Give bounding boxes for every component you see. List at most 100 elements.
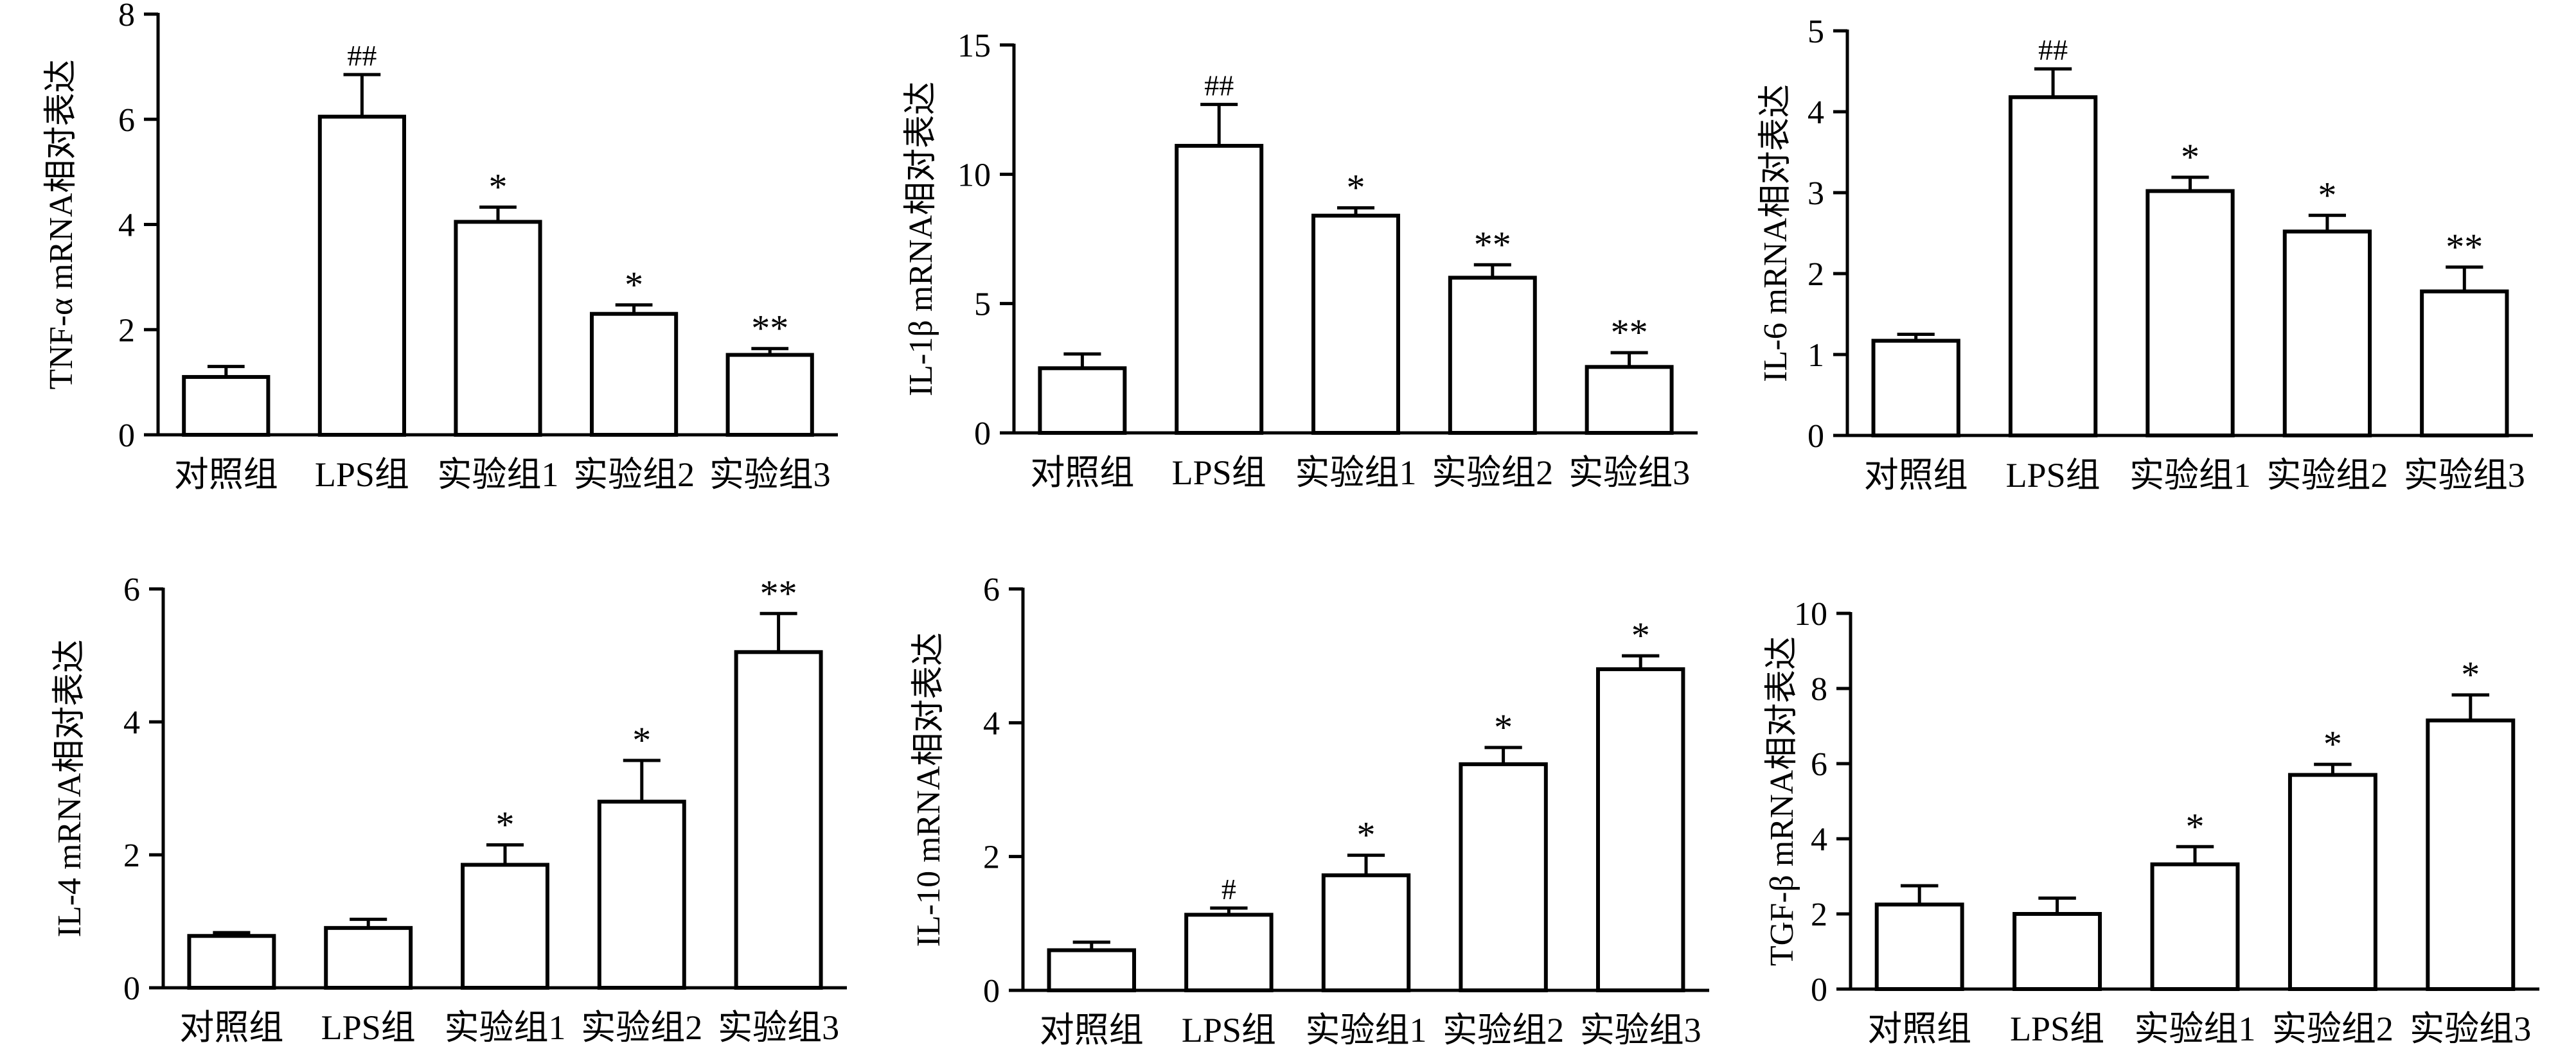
significance-label: ## [1204,69,1234,102]
x-tick-label: 实验组3 [2404,456,2525,495]
y-tick-label: 10 [1794,596,1827,633]
x-tick-label: 实验组2 [1443,1011,1564,1049]
x-tick-label: 实验组1 [1306,1011,1427,1049]
y-tick-label: 6 [123,572,140,608]
significance-label: * [2323,723,2342,765]
bar [1311,213,1400,435]
bar [2012,912,2102,991]
significance-label: ** [2446,226,2483,268]
y-tick-label: 6 [983,572,1000,608]
x-tick-label: 实验组2 [2272,1010,2394,1048]
significance-label: # [1221,873,1236,906]
x-tick-label: 对照组 [1864,456,1968,495]
y-tick-label: 1 [1808,337,1824,374]
x-tick-label: 对照组 [174,455,278,494]
bar [182,374,271,437]
bar [187,934,276,990]
y-tick-label: 6 [118,102,135,139]
bar [461,863,549,990]
significance-label: * [1631,615,1650,656]
bar [2145,189,2235,437]
x-tick-label: 对照组 [1867,1010,1971,1048]
y-tick-label: 6 [1811,746,1827,783]
significance-label: ** [1474,224,1511,265]
significance-label: * [632,719,651,761]
y-tick-label: 4 [123,705,140,741]
x-tick-label: 实验组1 [2129,456,2251,495]
bar [1321,873,1411,993]
significance-label: * [1357,814,1376,856]
y-tick-label: 5 [974,286,991,323]
bar [1595,667,1685,992]
bar [2282,229,2372,437]
significance-label: * [489,166,508,207]
y-tick-label: 4 [983,705,1000,742]
x-tick-label: LPS组 [315,455,409,494]
significance-label: * [2181,136,2199,178]
significance-label: * [1494,706,1513,748]
y-tick-label: 0 [983,973,1000,1010]
bar [590,311,679,437]
x-tick-label: LPS组 [321,1008,416,1047]
bar [1585,365,1674,435]
x-tick-label: 实验组3 [1580,1011,1701,1049]
y-axis-label: IL-1β mRNA相对表达 [903,82,939,396]
y-tick-label: 2 [118,312,135,349]
y-tick-label: 4 [1811,821,1827,858]
y-tick-label: 15 [957,28,991,64]
x-tick-label: 实验组1 [445,1008,566,1047]
significance-label: * [2461,654,2480,696]
x-tick-label: 实验组2 [2266,456,2388,495]
x-tick-label: LPS组 [1172,453,1266,492]
bar [1448,276,1537,435]
bar [2150,862,2240,992]
x-tick-label: 实验组1 [438,455,559,494]
bar [2420,289,2509,437]
significance-label: * [496,803,515,845]
bar [1459,762,1548,992]
y-tick-label: 3 [1808,175,1824,212]
bar [2008,95,2098,437]
x-tick-label: 对照组 [179,1008,283,1047]
y-tick-label: 0 [118,417,135,454]
significance-label: * [1347,167,1365,209]
x-tick-label: 对照组 [1030,453,1134,492]
x-tick-label: LPS组 [1182,1011,1276,1049]
y-tick-label: 0 [1811,972,1827,1008]
x-tick-label: 实验组3 [1568,453,1690,492]
y-axis-label: TGF-β mRNA相对表达 [1764,636,1800,966]
significance-label: * [625,264,643,306]
y-axis-label: IL-4 mRNA相对表达 [51,640,88,938]
significance-label: ** [760,572,797,614]
x-tick-label: LPS组 [2006,456,2101,495]
y-axis-label: TNF-α mRNA相对表达 [43,59,80,389]
y-tick-label: 10 [957,157,991,193]
y-tick-label: 2 [123,837,140,874]
significance-label: ** [1611,311,1648,353]
bar [725,353,814,437]
bar [2426,718,2516,991]
bar [597,800,686,990]
y-tick-label: 2 [1811,897,1827,933]
significance-label: ** [751,308,788,349]
bar [1047,948,1137,992]
x-tick-label: LPS组 [2010,1010,2104,1048]
x-tick-label: 实验组2 [573,455,695,494]
x-tick-label: 实验组3 [2410,1010,2531,1048]
y-tick-label: 4 [1808,94,1824,131]
significance-label: ## [2038,33,2068,66]
y-tick-label: 8 [1811,671,1827,708]
x-tick-label: 实验组3 [718,1008,839,1047]
y-tick-label: 0 [123,970,140,1007]
x-tick-label: 对照组 [1040,1011,1144,1049]
x-tick-label: 实验组1 [1295,453,1417,492]
y-axis-label: IL-6 mRNA相对表达 [1757,84,1794,382]
bar [1871,338,1960,438]
bar [317,114,406,437]
